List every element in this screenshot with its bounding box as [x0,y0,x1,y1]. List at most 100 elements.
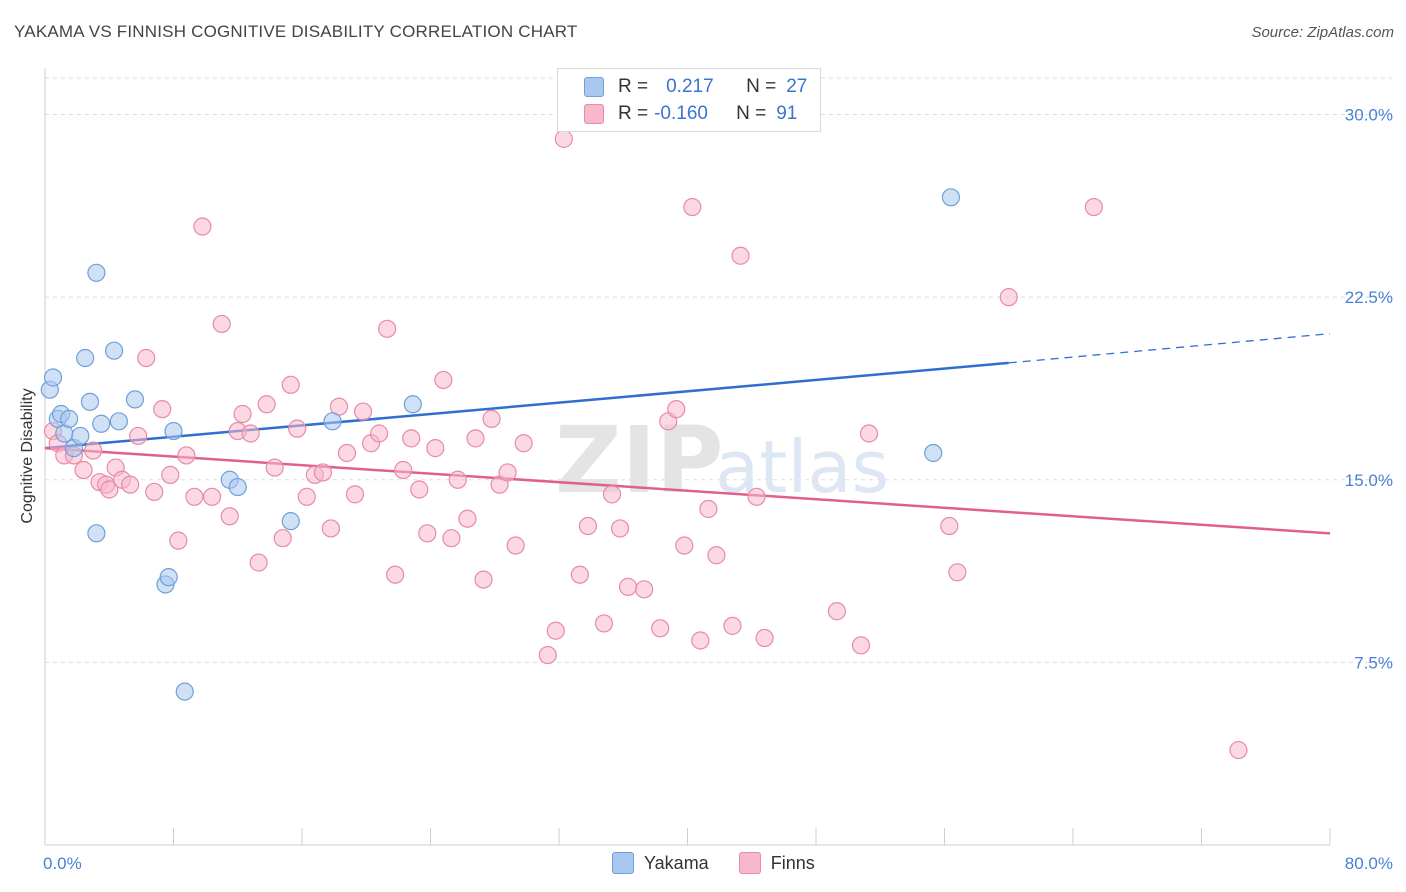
finns-point [667,400,686,419]
finns-point [458,509,477,528]
finns-point [498,463,517,482]
yakama-point [87,263,106,282]
gridlines [45,77,1392,663]
yakama-point [43,368,63,387]
legend-label: Yakama [644,852,709,873]
finns-point [731,246,750,265]
watermark: ZIP atlas [555,407,889,514]
yakama-point [92,414,111,433]
stats-row-finns: R = -0.160 N = 91 [584,101,797,127]
finns-point [378,319,397,338]
yakama-point [164,421,183,441]
finns-swatch [584,104,604,124]
chart-title: YAKAMA VS FINNISH COGNITIVE DISABILITY C… [14,22,578,41]
y-tick-label: 30.0% [1345,106,1393,125]
finns-point [578,516,598,536]
yakama-point [59,409,79,428]
yakama-swatch [584,77,604,97]
finns-point [707,546,726,565]
finns-point [442,529,461,548]
finns-point [281,375,300,394]
finns-point [448,470,467,489]
finns-point [594,614,614,633]
legend-item-finns[interactable]: Finns [738,852,815,874]
finns-point [161,465,180,484]
yakama-point [228,477,247,497]
finns-point [514,434,533,453]
finns-point [859,424,879,443]
finns-point [288,419,307,438]
tick-labels: 7.5% 15.0% 22.5% 30.0% 0.0% 80.0% [43,106,1393,873]
finns-point [755,628,774,648]
legend-label: Finns [770,852,815,873]
finns-point [249,553,268,572]
stats-row-yakama: R = 0.217 N = 27 [584,74,807,100]
watermark-zip: ZIP [555,407,723,514]
finns-point [999,288,1018,307]
finns-point [482,409,501,428]
series-legend: Yakama Finns [612,852,845,874]
finns-point [145,482,164,502]
data-points [40,129,1248,760]
finns-point [121,475,140,494]
finns-point [506,536,525,555]
yakama-point [924,443,943,463]
finns-point [202,487,222,506]
yakama-point [175,682,194,701]
finns-point [554,129,573,148]
finns-point [747,487,766,506]
n-label: N = [746,76,777,97]
yakama-point [71,426,90,446]
yakama-point [125,390,145,409]
finns-point [418,524,437,543]
finns-point [185,487,204,506]
finns-point [538,645,557,665]
finns-point [683,197,702,217]
finns-point [241,424,260,443]
finns-point [651,619,670,638]
r-value: -0.160 [654,103,708,124]
finns-point [177,446,196,465]
finns-point [940,516,959,536]
r-label: R = [618,76,649,97]
yakama-point [109,412,128,431]
finns-point [137,348,156,368]
yakama-point [87,524,106,543]
legend-item-yakama[interactable]: Yakama [612,852,709,874]
yakama-point [281,512,300,531]
yakama-point [76,348,95,368]
finns-point [635,580,654,599]
finns-point [345,485,365,504]
finns-point [129,426,148,446]
finns-point [570,565,589,584]
yakama-point [403,395,422,414]
finns-point [474,570,493,589]
n-value: 91 [776,103,798,124]
y-tick-label: 7.5% [1354,653,1393,672]
finns-point [273,529,292,548]
finns-point [723,616,742,635]
finns-point [100,480,119,499]
stats-legend: R = 0.217 N = 27 R = -0.160 N = 91 [557,68,821,132]
r-value: 0.217 [666,76,714,97]
finns-point [851,636,871,655]
finns-point [265,458,284,477]
finns-point [610,519,630,538]
finns-point [386,565,405,584]
finns-point [434,370,453,390]
n-value: 27 [786,76,808,97]
finns-point [402,429,421,448]
yakama-point [941,188,961,207]
finns-point [675,536,694,555]
finns-point [233,404,252,424]
axes [44,68,1331,846]
finns-point [546,621,565,640]
finns-point [193,217,212,236]
yakama-point [323,412,342,431]
finns-point [699,499,718,519]
finns-point [1084,197,1103,217]
finns-trend-line [44,446,1331,535]
finns-point [153,400,172,419]
finns-point [297,487,316,506]
